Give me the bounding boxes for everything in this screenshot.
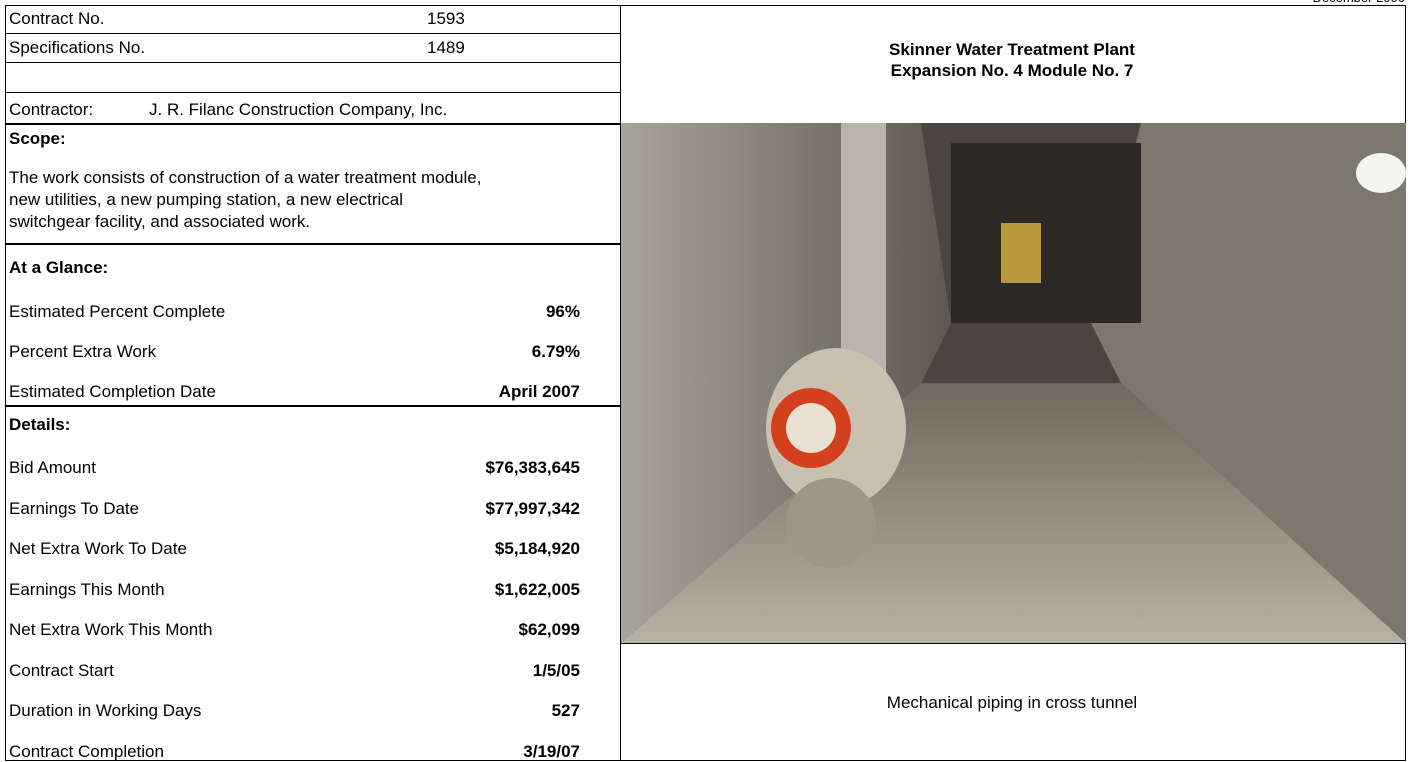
rule	[5, 5, 6, 761]
field-label: Earnings To Date	[9, 499, 139, 519]
scope-text: The work consists of construction of a w…	[9, 168, 481, 188]
rule	[5, 62, 620, 63]
field-value: $62,099	[519, 620, 580, 640]
rule	[5, 5, 1406, 6]
field-value: 1593	[427, 9, 465, 29]
field-value: $77,997,342	[485, 499, 580, 519]
field-label: Contractor:	[9, 100, 93, 120]
field-value: April 2007	[499, 382, 580, 402]
scope-text: new utilities, a new pumping station, a …	[9, 190, 403, 210]
project-title: Expansion No. 4 Module No. 7	[891, 61, 1134, 81]
field-label: Duration in Working Days	[9, 701, 201, 721]
scope-text: switchgear facility, and associated work…	[9, 212, 310, 232]
field-label: Estimated Percent Complete	[9, 302, 225, 322]
field-label: Earnings This Month	[9, 580, 165, 600]
field-value: 1/5/05	[533, 661, 580, 681]
field-label: Percent Extra Work	[9, 342, 156, 362]
rule	[5, 92, 620, 93]
rule	[5, 33, 620, 34]
date-label: December 2006	[1313, 0, 1406, 8]
field-value: 1489	[427, 38, 465, 58]
project-title: Skinner Water Treatment Plant	[889, 40, 1135, 60]
rule	[621, 643, 1406, 644]
field-label: Net Extra Work To Date	[9, 539, 187, 559]
section-heading: At a Glance:	[9, 258, 108, 278]
rule	[5, 243, 620, 245]
field-value: $1,622,005	[495, 580, 580, 600]
field-label: Specifications No.	[9, 38, 145, 58]
field-label: Estimated Completion Date	[9, 382, 216, 402]
section-heading: Details:	[9, 415, 70, 435]
field-value: $76,383,645	[485, 458, 580, 478]
field-value: 3/19/07	[523, 742, 580, 762]
field-value: 96%	[546, 302, 580, 322]
field-label: Net Extra Work This Month	[9, 620, 212, 640]
field-label: Contract Start	[9, 661, 114, 681]
photo	[621, 123, 1406, 643]
field-value: 6.79%	[532, 342, 580, 362]
field-value: J. R. Filanc Construction Company, Inc.	[149, 100, 447, 120]
field-value: 527	[552, 701, 580, 721]
rule	[5, 405, 620, 407]
section-heading: Scope:	[9, 129, 66, 149]
field-value: $5,184,920	[495, 539, 580, 559]
photo-caption: Mechanical piping in cross tunnel	[887, 693, 1137, 713]
field-label: Contract Completion	[9, 742, 164, 762]
field-label: Bid Amount	[9, 458, 96, 478]
page: December 2006 Contract No. 1593 Specificati…	[0, 0, 1411, 761]
field-label: Contract No.	[9, 9, 104, 29]
